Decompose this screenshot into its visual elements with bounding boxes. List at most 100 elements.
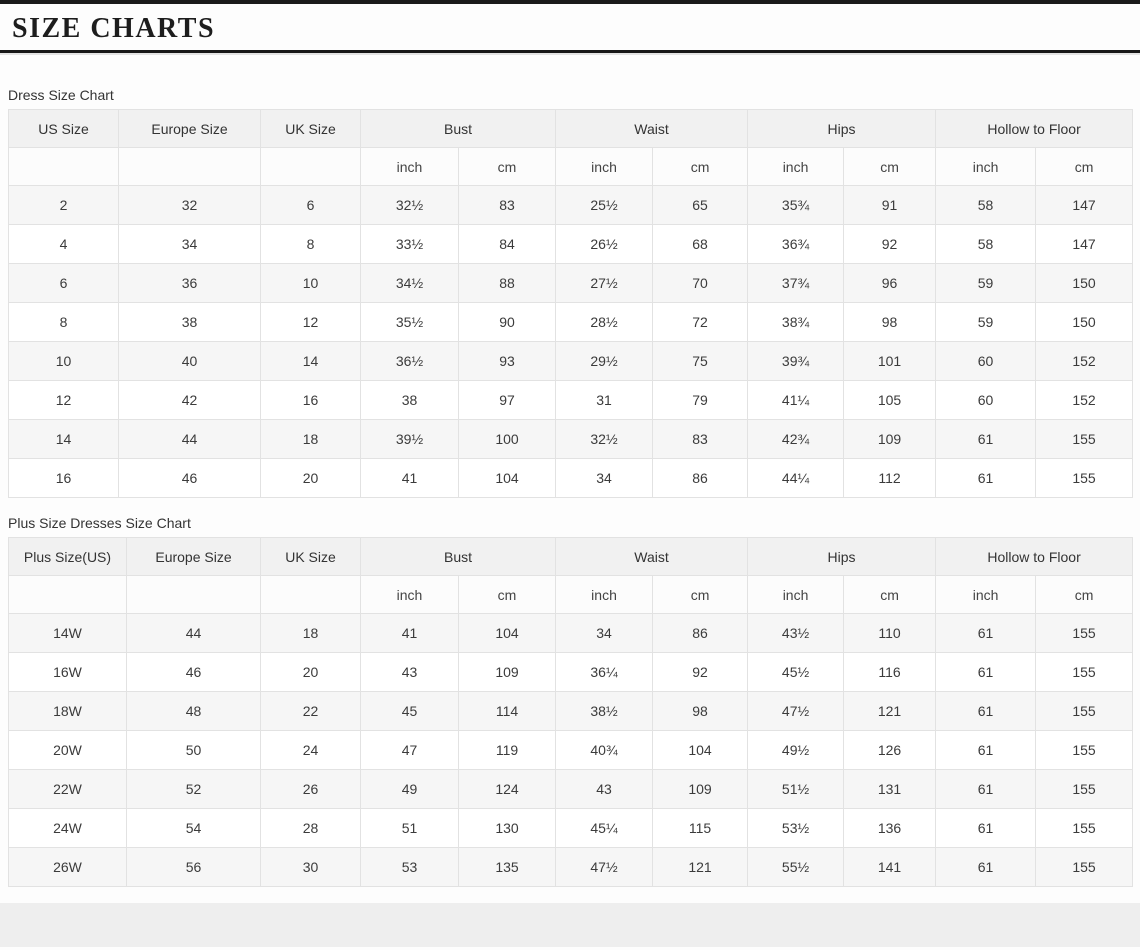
table-cell: 51½ — [747, 769, 845, 809]
table-cell: 61 — [935, 730, 1037, 770]
table-header-row: US Size Europe Size UK Size Bust Waist H… — [8, 109, 1134, 148]
table-row: 26W 56 30 53 135 47½ 121 55½ 141 61 155 — [8, 847, 1134, 887]
plus-size-table: Plus Size(US) Europe Size UK Size Bust W… — [8, 537, 1134, 887]
column-header-hips: Hips — [747, 109, 937, 148]
table-cell: 150 — [1035, 263, 1134, 303]
table-cell: 12 — [8, 380, 119, 420]
table-cell: 84 — [457, 224, 557, 264]
section-title-plus-size: Plus Size Dresses Size Chart — [8, 515, 191, 531]
table-cell: 41¼ — [747, 380, 845, 420]
table-cell: 101 — [843, 341, 937, 381]
table-cell: 155 — [1035, 419, 1134, 459]
unit-label-inch: inch — [555, 575, 654, 614]
table-cell: 93 — [457, 341, 557, 381]
table-cell: 104 — [457, 613, 557, 653]
table-cell: 155 — [1035, 847, 1134, 887]
table-cell: 28½ — [555, 302, 654, 342]
table-cell: 155 — [1035, 652, 1134, 692]
unit-label-cm: cm — [652, 575, 749, 614]
column-header-us-size: US Size — [8, 109, 119, 148]
column-header-uk-size: UK Size — [260, 109, 361, 148]
table-cell: 16 — [8, 458, 119, 498]
table-cell: 20 — [260, 652, 361, 692]
table-cell: 42¾ — [747, 419, 845, 459]
table-cell: 28 — [260, 808, 361, 848]
table-cell: 12 — [260, 302, 361, 342]
empty-cell — [126, 575, 261, 614]
table-cell: 152 — [1035, 341, 1134, 381]
column-header-europe-size: Europe Size — [126, 537, 261, 576]
table-cell: 27½ — [555, 263, 654, 303]
table-cell: 43 — [555, 769, 654, 809]
table-cell: 130 — [457, 808, 557, 848]
table-cell: 34 — [555, 613, 654, 653]
table-cell: 155 — [1035, 691, 1134, 731]
table-cell: 147 — [1035, 224, 1134, 264]
table-cell: 38¾ — [747, 302, 845, 342]
table-cell: 8 — [8, 302, 119, 342]
table-cell: 136 — [843, 808, 937, 848]
table-cell: 18 — [260, 613, 361, 653]
table-cell: 46 — [126, 652, 261, 692]
table-cell: 10 — [8, 341, 119, 381]
table-cell: 24 — [260, 730, 361, 770]
table-cell: 121 — [843, 691, 937, 731]
table-row: 10 40 14 36½ 93 29½ 75 39¾ 101 60 152 — [8, 341, 1134, 381]
unit-label-inch: inch — [935, 575, 1037, 614]
table-row: 24W 54 28 51 130 45¼ 115 53½ 136 61 155 — [8, 808, 1134, 848]
table-cell: 37¾ — [747, 263, 845, 303]
table-cell: 104 — [457, 458, 557, 498]
table-cell: 88 — [457, 263, 557, 303]
table-cell: 32 — [118, 185, 261, 225]
unit-label-cm: cm — [1035, 147, 1134, 186]
unit-label-inch: inch — [935, 147, 1037, 186]
table-cell: 155 — [1035, 769, 1134, 809]
table-row: 18W 48 22 45 114 38½ 98 47½ 121 61 155 — [8, 691, 1134, 731]
footer-background — [0, 903, 1140, 947]
table-cell: 61 — [935, 808, 1037, 848]
table-cell: 26 — [260, 769, 361, 809]
table-cell: 38 — [118, 302, 261, 342]
table-row: 22W 52 26 49 124 43 109 51½ 131 61 155 — [8, 769, 1134, 809]
table-cell: 44¼ — [747, 458, 845, 498]
table-cell: 147 — [1035, 185, 1134, 225]
top-divider-bar — [0, 0, 1140, 4]
table-cell: 35¾ — [747, 185, 845, 225]
table-row: 6 36 10 34½ 88 27½ 70 37¾ 96 59 150 — [8, 263, 1134, 303]
column-header-europe-size: Europe Size — [118, 109, 261, 148]
table-cell: 45½ — [747, 652, 845, 692]
table-cell: 58 — [935, 185, 1037, 225]
table-cell: 53 — [360, 847, 459, 887]
unit-label-cm: cm — [457, 575, 557, 614]
table-cell: 14 — [8, 419, 119, 459]
table-cell: 20W — [8, 730, 127, 770]
table-cell: 135 — [457, 847, 557, 887]
table-cell: 38½ — [555, 691, 654, 731]
table-cell: 61 — [935, 419, 1037, 459]
table-cell: 105 — [843, 380, 937, 420]
table-cell: 39½ — [360, 419, 459, 459]
table-cell: 40¾ — [555, 730, 654, 770]
table-cell: 83 — [457, 185, 557, 225]
table-row: 20W 50 24 47 119 40¾ 104 49½ 126 61 155 — [8, 730, 1134, 770]
table-cell: 41 — [360, 458, 459, 498]
table-cell: 43½ — [747, 613, 845, 653]
table-row: 12 42 16 38 97 31 79 41¼ 105 60 152 — [8, 380, 1134, 420]
table-cell: 51 — [360, 808, 459, 848]
table-cell: 29½ — [555, 341, 654, 381]
table-cell: 14 — [260, 341, 361, 381]
table-cell: 14W — [8, 613, 127, 653]
table-cell: 22W — [8, 769, 127, 809]
table-cell: 26½ — [555, 224, 654, 264]
unit-label-inch: inch — [747, 147, 845, 186]
table-row: 14 44 18 39½ 100 32½ 83 42¾ 109 61 155 — [8, 419, 1134, 459]
table-cell: 54 — [126, 808, 261, 848]
table-cell: 124 — [457, 769, 557, 809]
table-cell: 16W — [8, 652, 127, 692]
table-cell: 150 — [1035, 302, 1134, 342]
table-cell: 90 — [457, 302, 557, 342]
table-cell: 53½ — [747, 808, 845, 848]
table-cell: 61 — [935, 769, 1037, 809]
column-header-hips: Hips — [747, 537, 937, 576]
table-cell: 55½ — [747, 847, 845, 887]
